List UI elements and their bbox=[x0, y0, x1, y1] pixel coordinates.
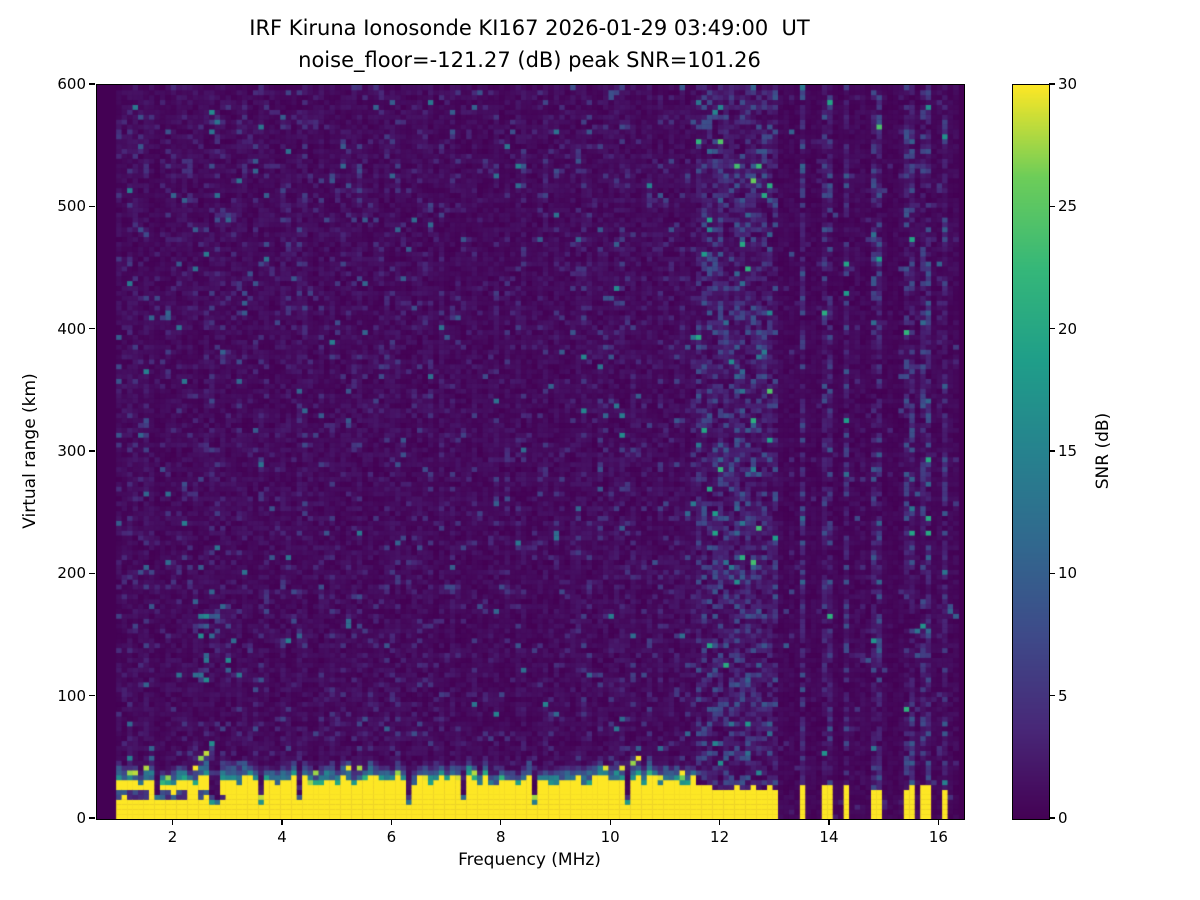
y-tick-mark bbox=[89, 328, 95, 330]
plot-title-line2: noise_floor=-121.27 (dB) peak SNR=101.26 bbox=[298, 48, 761, 72]
x-tick-mark bbox=[937, 819, 940, 825]
plot-area bbox=[96, 84, 965, 820]
y-tick-label: 500 bbox=[57, 197, 86, 216]
colorbar-tick-label: 15 bbox=[1058, 442, 1078, 460]
plot-title-line1: IRF Kiruna Ionosonde KI167 2026-01-29 03… bbox=[249, 16, 810, 40]
x-tick-mark bbox=[718, 819, 721, 825]
colorbar-tick-mark bbox=[1049, 328, 1055, 330]
y-tick-label: 400 bbox=[57, 319, 86, 338]
y-tick-mark bbox=[89, 83, 95, 85]
x-tick-label: 4 bbox=[277, 828, 287, 846]
x-axis-label: Frequency (MHz) bbox=[458, 850, 601, 870]
colorbar-tick-mark bbox=[1049, 205, 1055, 208]
colorbar-tick-mark bbox=[1049, 695, 1055, 697]
colorbar-tick-label: 10 bbox=[1058, 564, 1078, 583]
colorbar-tick-label: 0 bbox=[1058, 809, 1068, 827]
x-tick-mark bbox=[609, 819, 611, 825]
colorbar-tick-label: 20 bbox=[1058, 319, 1078, 338]
x-tick-label: 10 bbox=[600, 828, 620, 846]
x-tick-mark bbox=[390, 819, 393, 825]
colorbar-tick-label: 5 bbox=[1058, 686, 1068, 705]
y-tick-mark bbox=[89, 572, 95, 575]
colorbar-tick-mark bbox=[1049, 817, 1055, 819]
y-tick-mark bbox=[89, 205, 95, 208]
x-tick-label: 2 bbox=[167, 828, 178, 846]
colorbar-gradient-canvas bbox=[1013, 85, 1049, 819]
colorbar-tick-mark bbox=[1049, 572, 1055, 575]
y-tick-mark bbox=[89, 450, 95, 452]
colorbar-tick-mark bbox=[1049, 450, 1055, 452]
x-tick-mark bbox=[281, 819, 283, 825]
y-tick-label: 200 bbox=[57, 564, 86, 583]
y-tick-mark bbox=[89, 817, 95, 819]
y-tick-mark bbox=[89, 695, 95, 697]
colorbar bbox=[1012, 84, 1050, 820]
x-tick-label: 6 bbox=[386, 828, 397, 846]
x-tick-label: 14 bbox=[819, 828, 839, 846]
colorbar-tick-label: 25 bbox=[1058, 197, 1078, 216]
x-tick-label: 8 bbox=[496, 828, 506, 846]
x-tick-mark bbox=[171, 819, 174, 825]
y-tick-label: 600 bbox=[57, 75, 86, 93]
x-tick-mark bbox=[828, 819, 830, 825]
y-tick-label: 300 bbox=[57, 442, 86, 460]
y-tick-label: 0 bbox=[76, 809, 86, 827]
x-tick-label: 12 bbox=[710, 828, 730, 846]
x-tick-mark bbox=[500, 819, 502, 825]
y-tick-label: 100 bbox=[57, 686, 86, 705]
ionogram-heatmap-canvas bbox=[97, 85, 964, 819]
colorbar-tick-mark bbox=[1049, 83, 1055, 85]
colorbar-tick-label: 30 bbox=[1058, 75, 1078, 93]
x-tick-label: 16 bbox=[928, 828, 948, 846]
